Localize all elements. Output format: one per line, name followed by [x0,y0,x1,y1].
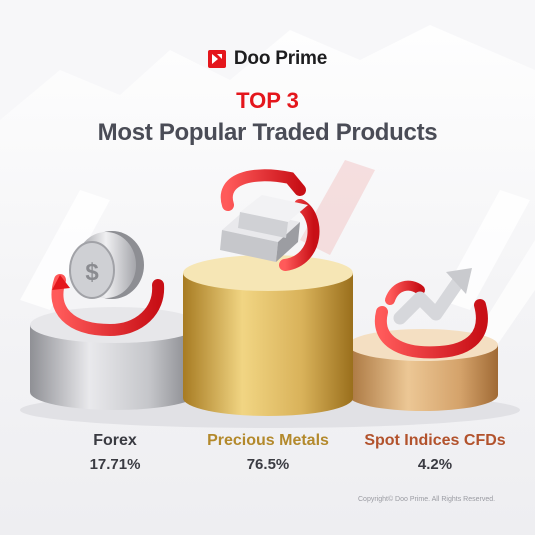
product-name: Spot Indices CFDs [364,432,506,449]
page-title: Most Popular Traded Products [97,119,438,146]
gold-podium [183,255,353,416]
trend-arrow-icon [374,268,488,359]
brand-logo: Doo Prime [0,48,535,70]
product-precious-metals: Precious Metals 76.5% [188,432,348,473]
silver-podium [30,307,200,410]
product-share: 17.71% [89,456,141,473]
product-name: Precious Metals [207,432,329,449]
coins-icon: $ [51,231,165,337]
copyright-notice: Copyright© Doo Prime. All Rights Reserve… [358,496,496,503]
product-spot-indices-cfds: Spot Indices CFDs 4.2% [350,432,520,473]
svg-text:$: $ [85,259,99,286]
product-share: 4.2% [417,456,453,473]
brand-name: Doo Prime [233,48,328,69]
product-name: Forex [93,432,137,449]
rank-heading: TOP 3 [236,88,299,113]
product-share: 76.5% [246,456,290,473]
doo-prime-logo-icon [207,50,226,68]
product-forex: Forex 17.71% [40,432,190,473]
gold-bars-icon [220,169,320,271]
